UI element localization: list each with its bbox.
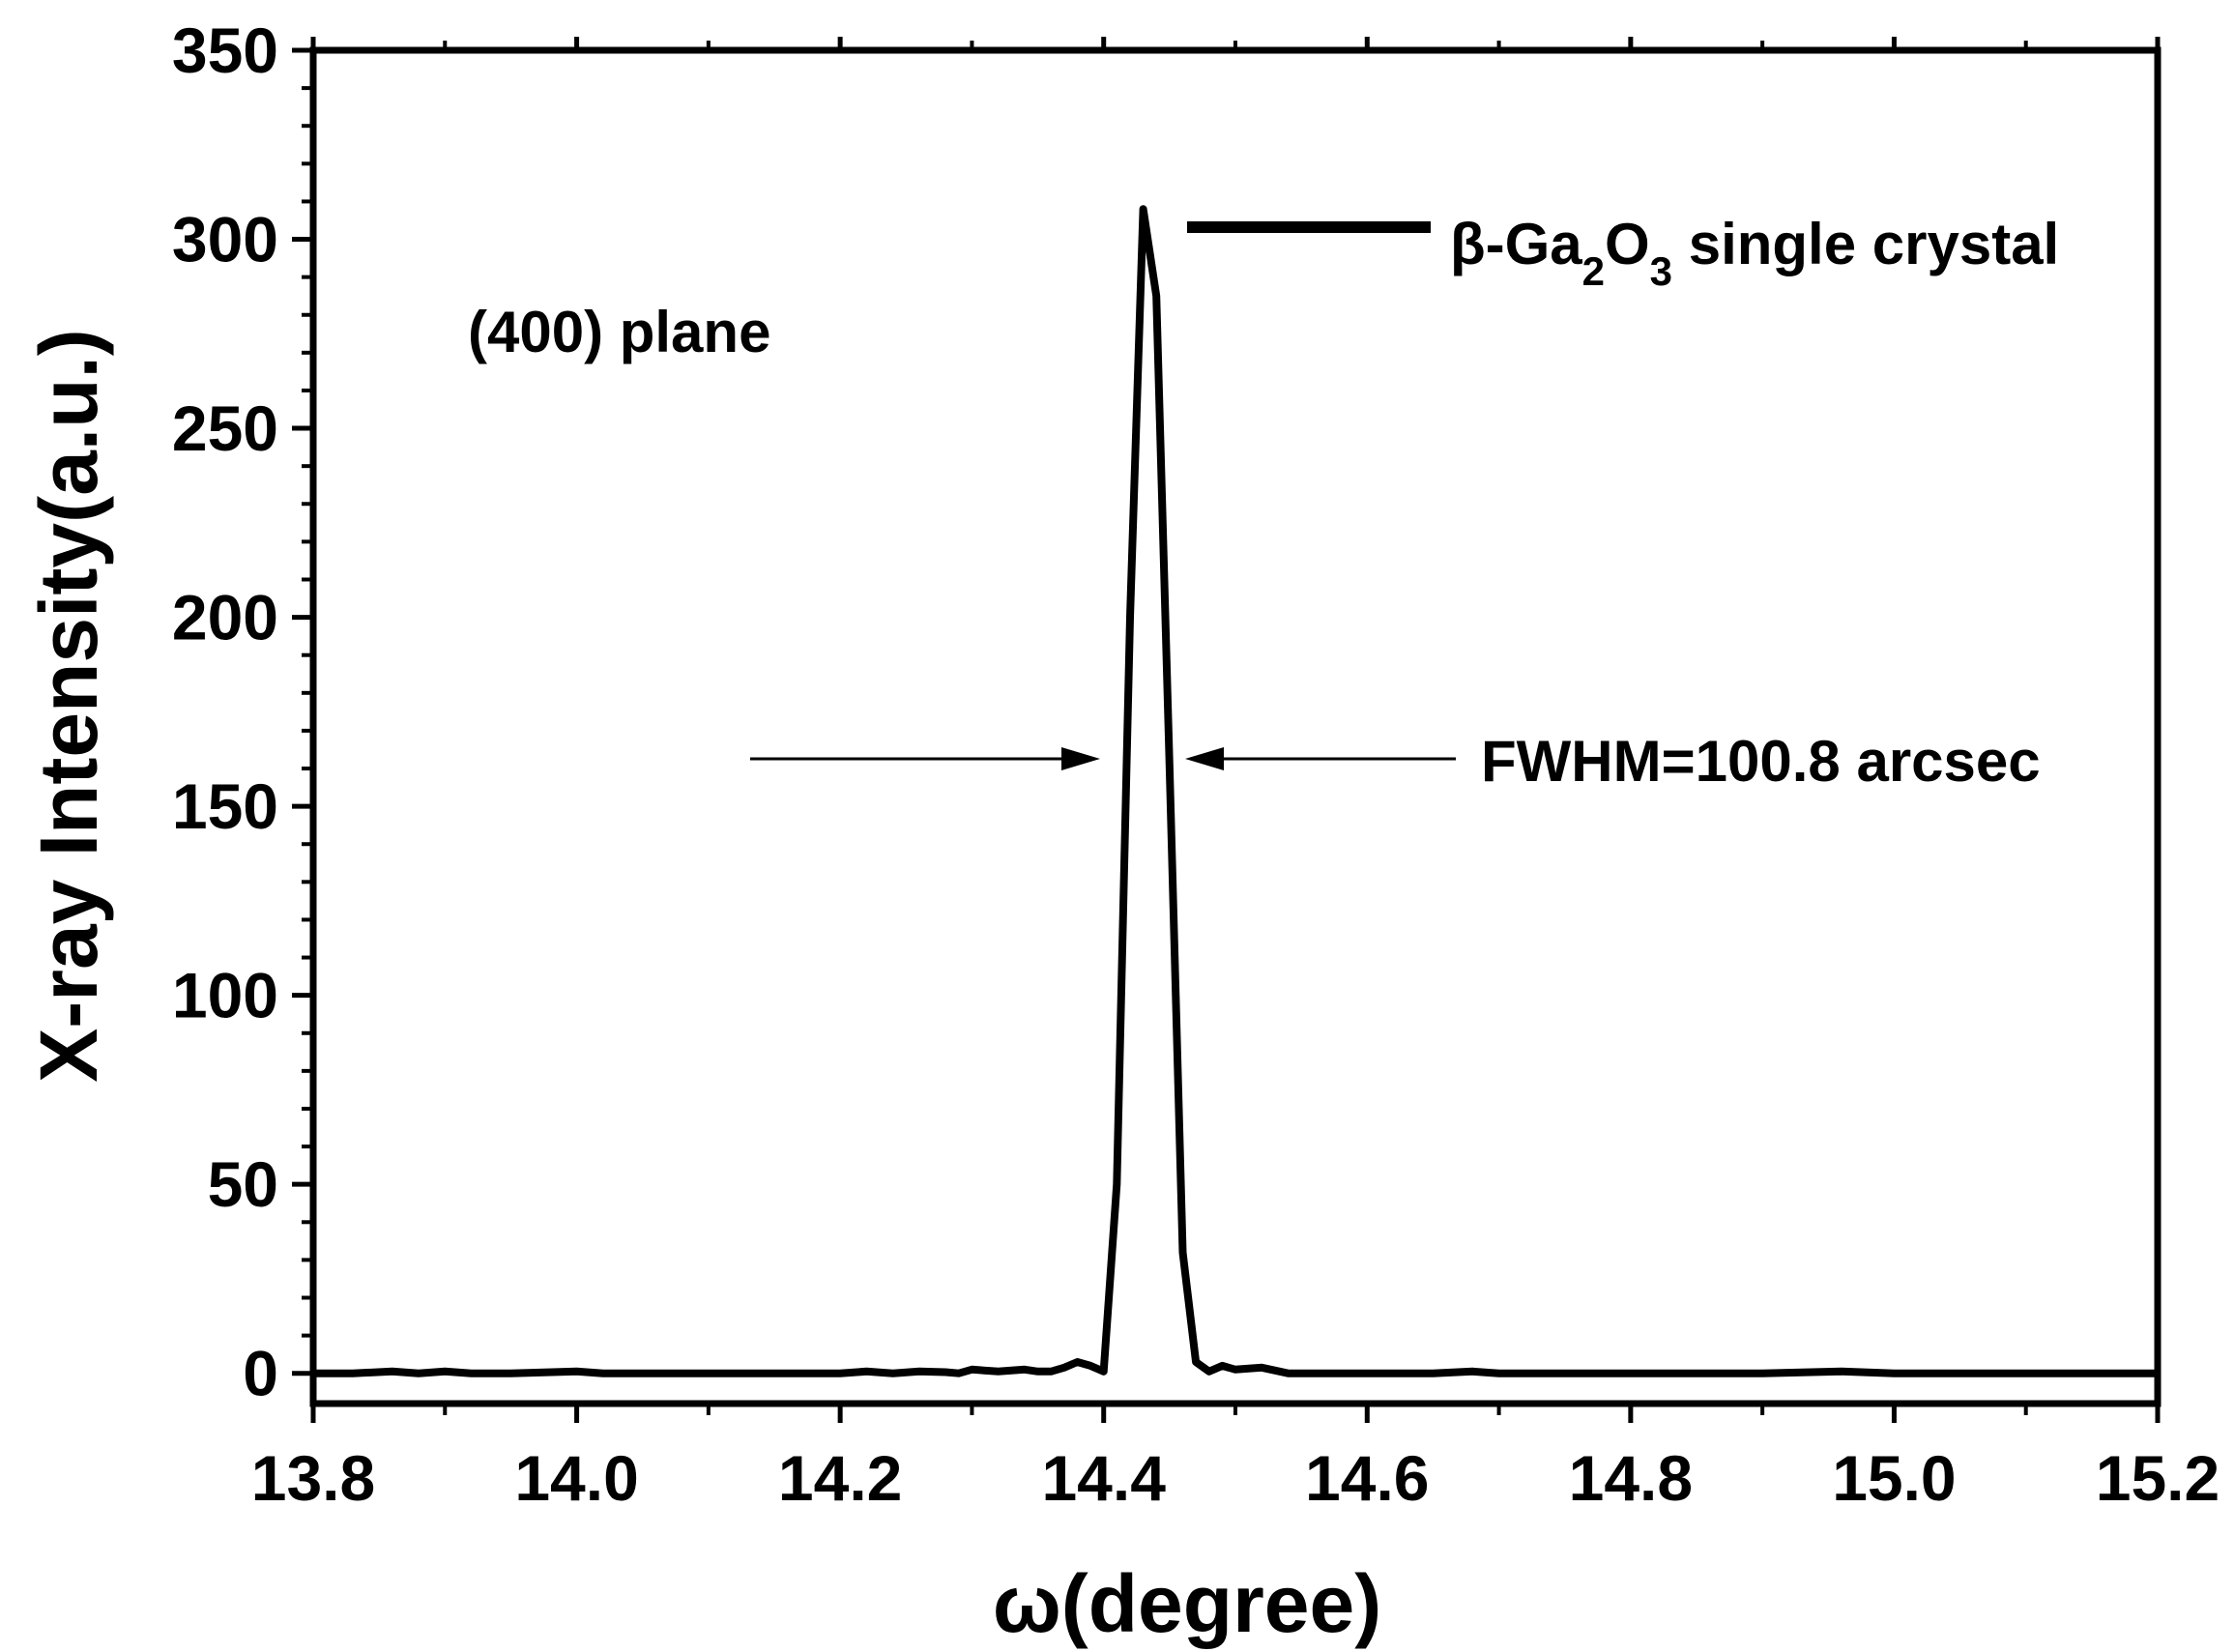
x-tick-label: 14.2	[778, 1442, 902, 1514]
y-tick-label: 150	[172, 770, 278, 842]
ticks: 13.8 14.0 14.2 14.4 14.6 14.8 15.0 15.2 0 50 100 15…	[172, 14, 2219, 1514]
y-tick-label: 200	[172, 582, 278, 653]
x-tick-label: 14.8	[1569, 1442, 1693, 1514]
legend-prefix: β-Ga	[1450, 212, 1582, 276]
fwhm-annotation: FWHM=100.8 arcsec	[1481, 729, 2041, 794]
x-tick-label: 15.2	[2096, 1442, 2219, 1514]
plane-annotation: (400) plane	[468, 300, 770, 364]
legend-subscript-2: 2	[1582, 248, 1605, 294]
y-tick-label: 350	[172, 14, 278, 86]
legend-subscript-3: 3	[1650, 248, 1672, 294]
y-tick-label: 250	[172, 392, 278, 464]
y-tick-label: 0	[243, 1338, 278, 1409]
legend-suffix: single crystal	[1672, 212, 2059, 276]
fwhm-right-arrow	[1185, 747, 1456, 770]
x-tick-label: 15.0	[1832, 1442, 1956, 1514]
x-tick-label: 14.4	[1041, 1442, 1166, 1514]
y-tick-label: 50	[208, 1148, 278, 1220]
x-tick-label: 14.0	[514, 1442, 638, 1514]
series	[313, 205, 2158, 1377]
y-tick-label: 300	[172, 204, 278, 275]
legend-mid: O	[1605, 212, 1650, 276]
x-axis-title: ω(degree)	[993, 1558, 1381, 1649]
legend-label: β-Ga2O3 single crystal	[1450, 212, 2059, 294]
y-tick-label: 100	[172, 960, 278, 1031]
series-line	[313, 205, 2158, 1377]
x-tick-label: 13.8	[251, 1442, 375, 1514]
y-axis-title: X-ray Intensity(a.u.)	[23, 329, 114, 1083]
fwhm-left-arrow	[750, 747, 1100, 770]
x-tick-label: 14.6	[1305, 1442, 1429, 1514]
